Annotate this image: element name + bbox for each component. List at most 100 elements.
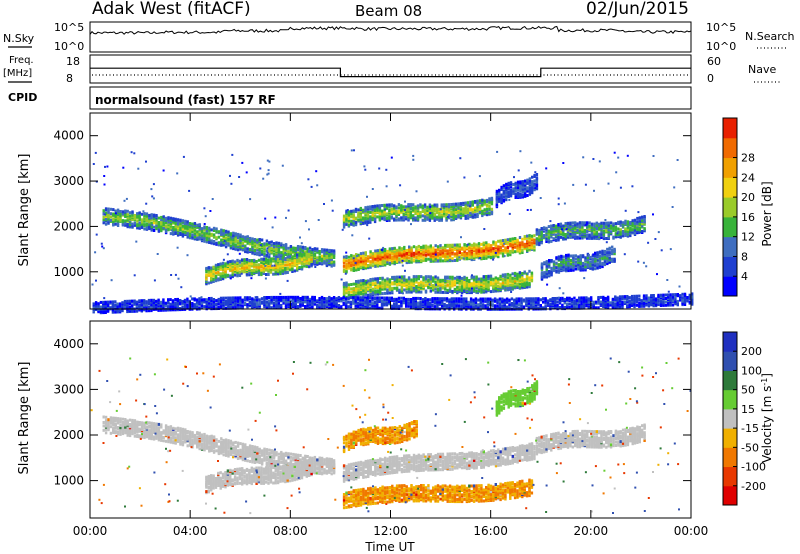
nsearch-tick-top: 10^5 (706, 21, 736, 34)
heatmap-cell (407, 287, 411, 291)
heatmap-cell (408, 247, 411, 251)
heatmap-cell (347, 219, 351, 223)
heatmap-cell (145, 222, 149, 226)
heatmap-cell (459, 202, 463, 206)
heatmap-cell (410, 287, 413, 291)
heatmap-cell (169, 218, 173, 222)
heatmap-cell (531, 175, 534, 179)
heatmap-cell (571, 226, 574, 230)
heatmap-cell (499, 239, 502, 243)
heatmap-cell (109, 207, 113, 211)
heatmap-cell (432, 286, 435, 290)
heatmap-cell (482, 275, 485, 279)
heatmap-cell (367, 293, 370, 297)
heatmap-cell (140, 301, 143, 305)
heatmap-cell (448, 280, 452, 284)
heatmap-cell (453, 243, 457, 247)
heatmap-cell (136, 215, 139, 219)
heatmap-cell (119, 217, 122, 221)
heatmap-cell (241, 298, 244, 302)
heatmap-cell (480, 290, 483, 294)
heatmap-cell (443, 203, 446, 207)
heatmap-cell (451, 259, 454, 263)
heatmap-cell (215, 299, 218, 303)
heatmap-cell (267, 261, 270, 265)
heatmap-cell (160, 220, 163, 224)
heatmap-cell (439, 256, 442, 260)
heatmap-cell (421, 204, 424, 208)
heatmap-cell (138, 226, 141, 230)
heatmap-cell (485, 256, 488, 260)
heatmap-cell (565, 262, 568, 266)
heatmap-cell (369, 205, 372, 209)
heatmap-cell (227, 296, 230, 300)
cpid-label: CPID (8, 91, 37, 104)
heatmap-cell (436, 287, 440, 291)
heatmap-cell (435, 206, 439, 210)
heatmap-cell (613, 252, 616, 256)
heatmap-cell (506, 279, 510, 283)
heatmap-cell (94, 304, 98, 308)
heatmap-cell (519, 187, 522, 190)
heatmap-cell (345, 281, 348, 285)
heatmap-cell (487, 282, 490, 286)
heatmap-cell (494, 276, 497, 280)
heatmap-cell (552, 232, 555, 236)
heatmap-cell (381, 281, 384, 285)
heatmap-cell (167, 225, 170, 228)
heatmap-cell (485, 250, 488, 254)
heatmap-cell (381, 292, 384, 296)
heatmap-cell (420, 255, 423, 259)
heatmap-cell (169, 302, 172, 306)
heatmap-cell (542, 226, 546, 230)
heatmap-cell (112, 212, 115, 216)
heatmap-cell (409, 203, 412, 207)
heatmap-cell (417, 275, 420, 279)
heatmap-cell (238, 264, 242, 268)
heatmap-cell (248, 236, 252, 240)
heatmap-cell (469, 200, 472, 204)
heatmap-cell (191, 302, 194, 305)
heatmap-cell (114, 222, 117, 226)
heatmap-cell (383, 210, 386, 214)
heatmap-cell (210, 296, 213, 300)
heatmap-cell (112, 218, 115, 221)
heatmap-cell (521, 272, 524, 275)
heatmap-cell (253, 298, 256, 302)
heatmap-cell (385, 216, 389, 220)
heatmap-cell (466, 215, 470, 219)
heatmap-cell (255, 302, 259, 306)
heatmap-cell (292, 246, 295, 250)
heatmap-cell (410, 278, 413, 282)
heatmap-cell (507, 181, 510, 185)
heatmap-cell (450, 218, 453, 222)
heatmap-cell (509, 193, 513, 197)
heatmap-cell (379, 281, 382, 285)
heatmap-cell (347, 259, 351, 262)
heatmap-cell (260, 242, 264, 246)
heatmap-cell (217, 270, 220, 274)
heatmap-cell (422, 281, 425, 285)
heatmap-cell (509, 185, 513, 189)
heatmap-cell (414, 205, 417, 209)
heatmap-cell (571, 224, 574, 228)
heatmap-cell (545, 233, 548, 237)
heatmap-cell (523, 270, 526, 274)
heatmap-cell (596, 262, 599, 266)
freq-tick-top: 18 (66, 55, 80, 68)
heatmap-cell (440, 215, 443, 219)
heatmap-cell (215, 236, 218, 240)
heatmap-cell (488, 205, 491, 208)
heatmap-cell (395, 209, 398, 213)
heatmap-cell (133, 214, 137, 217)
heatmap-cell (282, 301, 285, 305)
heatmap-cell (268, 253, 271, 257)
heatmap-cell (497, 245, 500, 249)
heatmap-cell (234, 236, 237, 240)
heatmap-cell (481, 198, 484, 202)
heatmap-cell (533, 182, 536, 186)
heatmap-cell (347, 293, 351, 297)
heatmap-cell (463, 253, 466, 256)
heatmap-cell (364, 253, 367, 257)
heatmap-cell (461, 256, 464, 260)
